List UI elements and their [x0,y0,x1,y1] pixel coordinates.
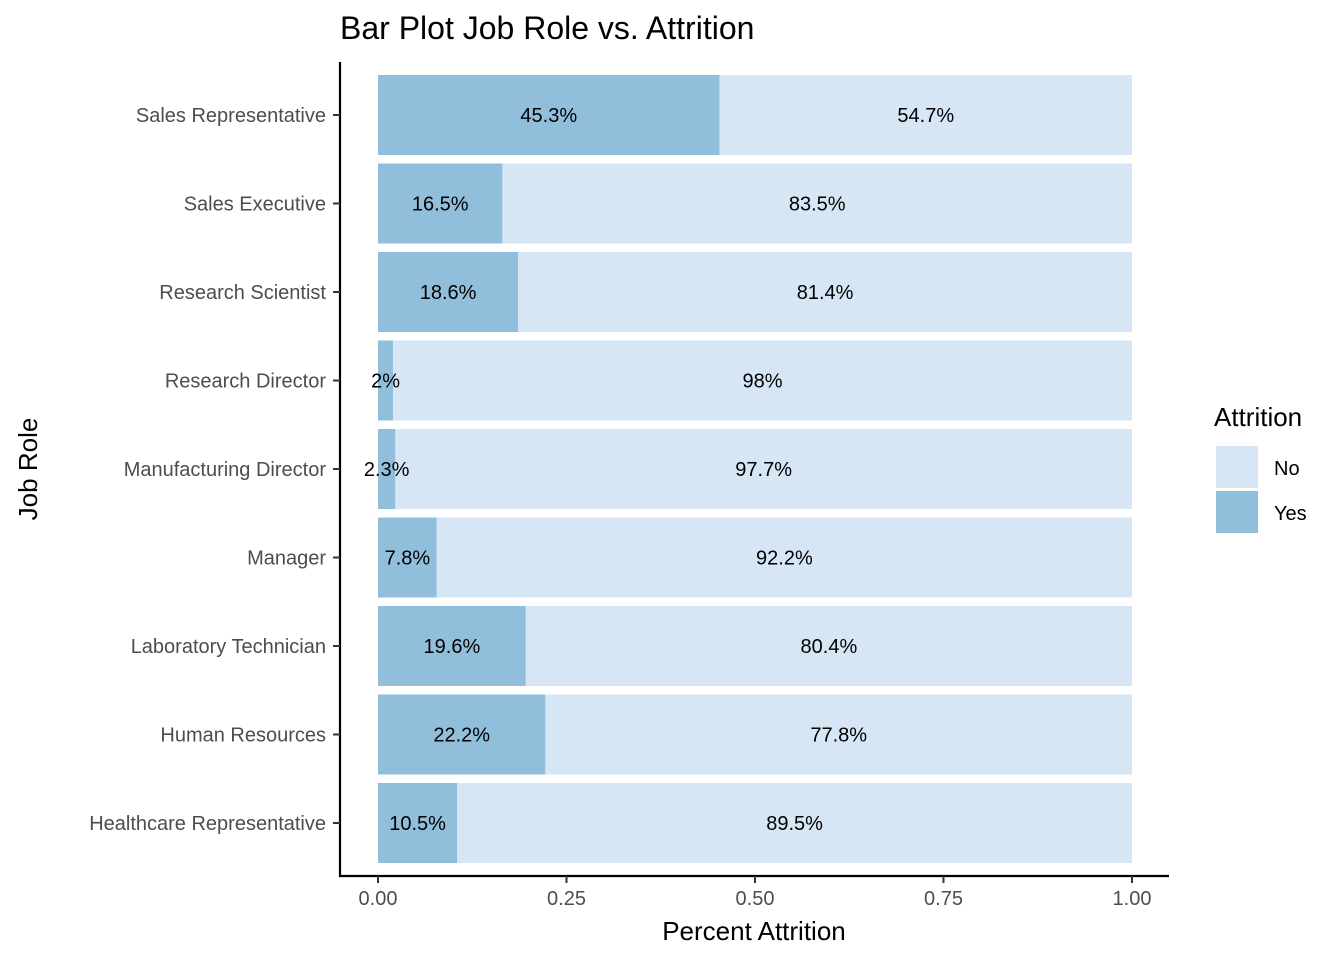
y-axis-title: Job Role [13,418,43,521]
legend-label-no: No [1274,458,1300,480]
data-label-yes-sales-executive: 16.5% [412,194,469,216]
x-tick-label-1-00: 1.00 [1113,888,1152,910]
data-label-yes-healthcare-representative: 10.5% [389,813,446,835]
y-tick-label-research-scientist: Research Scientist [159,282,326,304]
data-label-yes-sales-representative: 45.3% [520,105,577,127]
chart-title: Bar Plot Job Role vs. Attrition [340,10,754,46]
legend-key-yes [1216,491,1258,533]
data-label-no-sales-executive: 83.5% [789,194,846,216]
data-label-no-research-director: 98% [743,371,783,393]
y-tick-label-manufacturing-director: Manufacturing Director [124,459,327,481]
data-label-no-manager: 92.2% [756,548,813,570]
y-tick-label-human-resources: Human Resources [160,725,326,747]
x-tick-label-0-75: 0.75 [924,888,963,910]
data-label-no-laboratory-technician: 80.4% [801,636,858,658]
data-label-yes-laboratory-technician: 19.6% [424,636,481,658]
data-label-yes-manager: 7.8% [385,548,431,570]
data-label-yes-research-director: 2% [371,371,400,393]
y-tick-label-sales-executive: Sales Executive [184,194,326,216]
y-axis-ticks: Sales Representative Sales Executive Resea… [89,105,340,835]
x-tick-label-0-25: 0.25 [547,888,586,910]
data-label-yes-manufacturing-director: 2.3% [364,459,410,481]
y-tick-label-laboratory-technician: Laboratory Technician [131,636,326,658]
y-tick-label-manager: Manager [247,548,326,570]
data-label-no-research-scientist: 81.4% [797,282,854,304]
x-axis-title: Percent Attrition [662,916,846,946]
legend: Attrition No Yes [1214,402,1307,533]
data-label-no-healthcare-representative: 89.5% [766,813,823,835]
y-tick-label-research-director: Research Director [165,371,327,393]
data-label-no-manufacturing-director: 97.7% [735,459,792,481]
y-tick-label-healthcare-representative: Healthcare Representative [89,813,326,835]
x-tick-label-0-00: 0.00 [359,888,398,910]
x-tick-label-0-50: 0.50 [736,888,775,910]
x-axis-ticks: 0.00 0.25 0.50 0.75 1.00 [359,876,1152,910]
data-label-yes-human-resources: 22.2% [433,725,490,747]
legend-title: Attrition [1214,402,1302,432]
y-tick-label-sales-representative: Sales Representative [136,105,326,127]
legend-label-yes: Yes [1274,503,1307,525]
legend-key-no [1216,446,1258,488]
data-label-yes-research-scientist: 18.6% [420,282,477,304]
data-label-no-sales-representative: 54.7% [897,105,954,127]
data-label-no-human-resources: 77.8% [810,725,867,747]
